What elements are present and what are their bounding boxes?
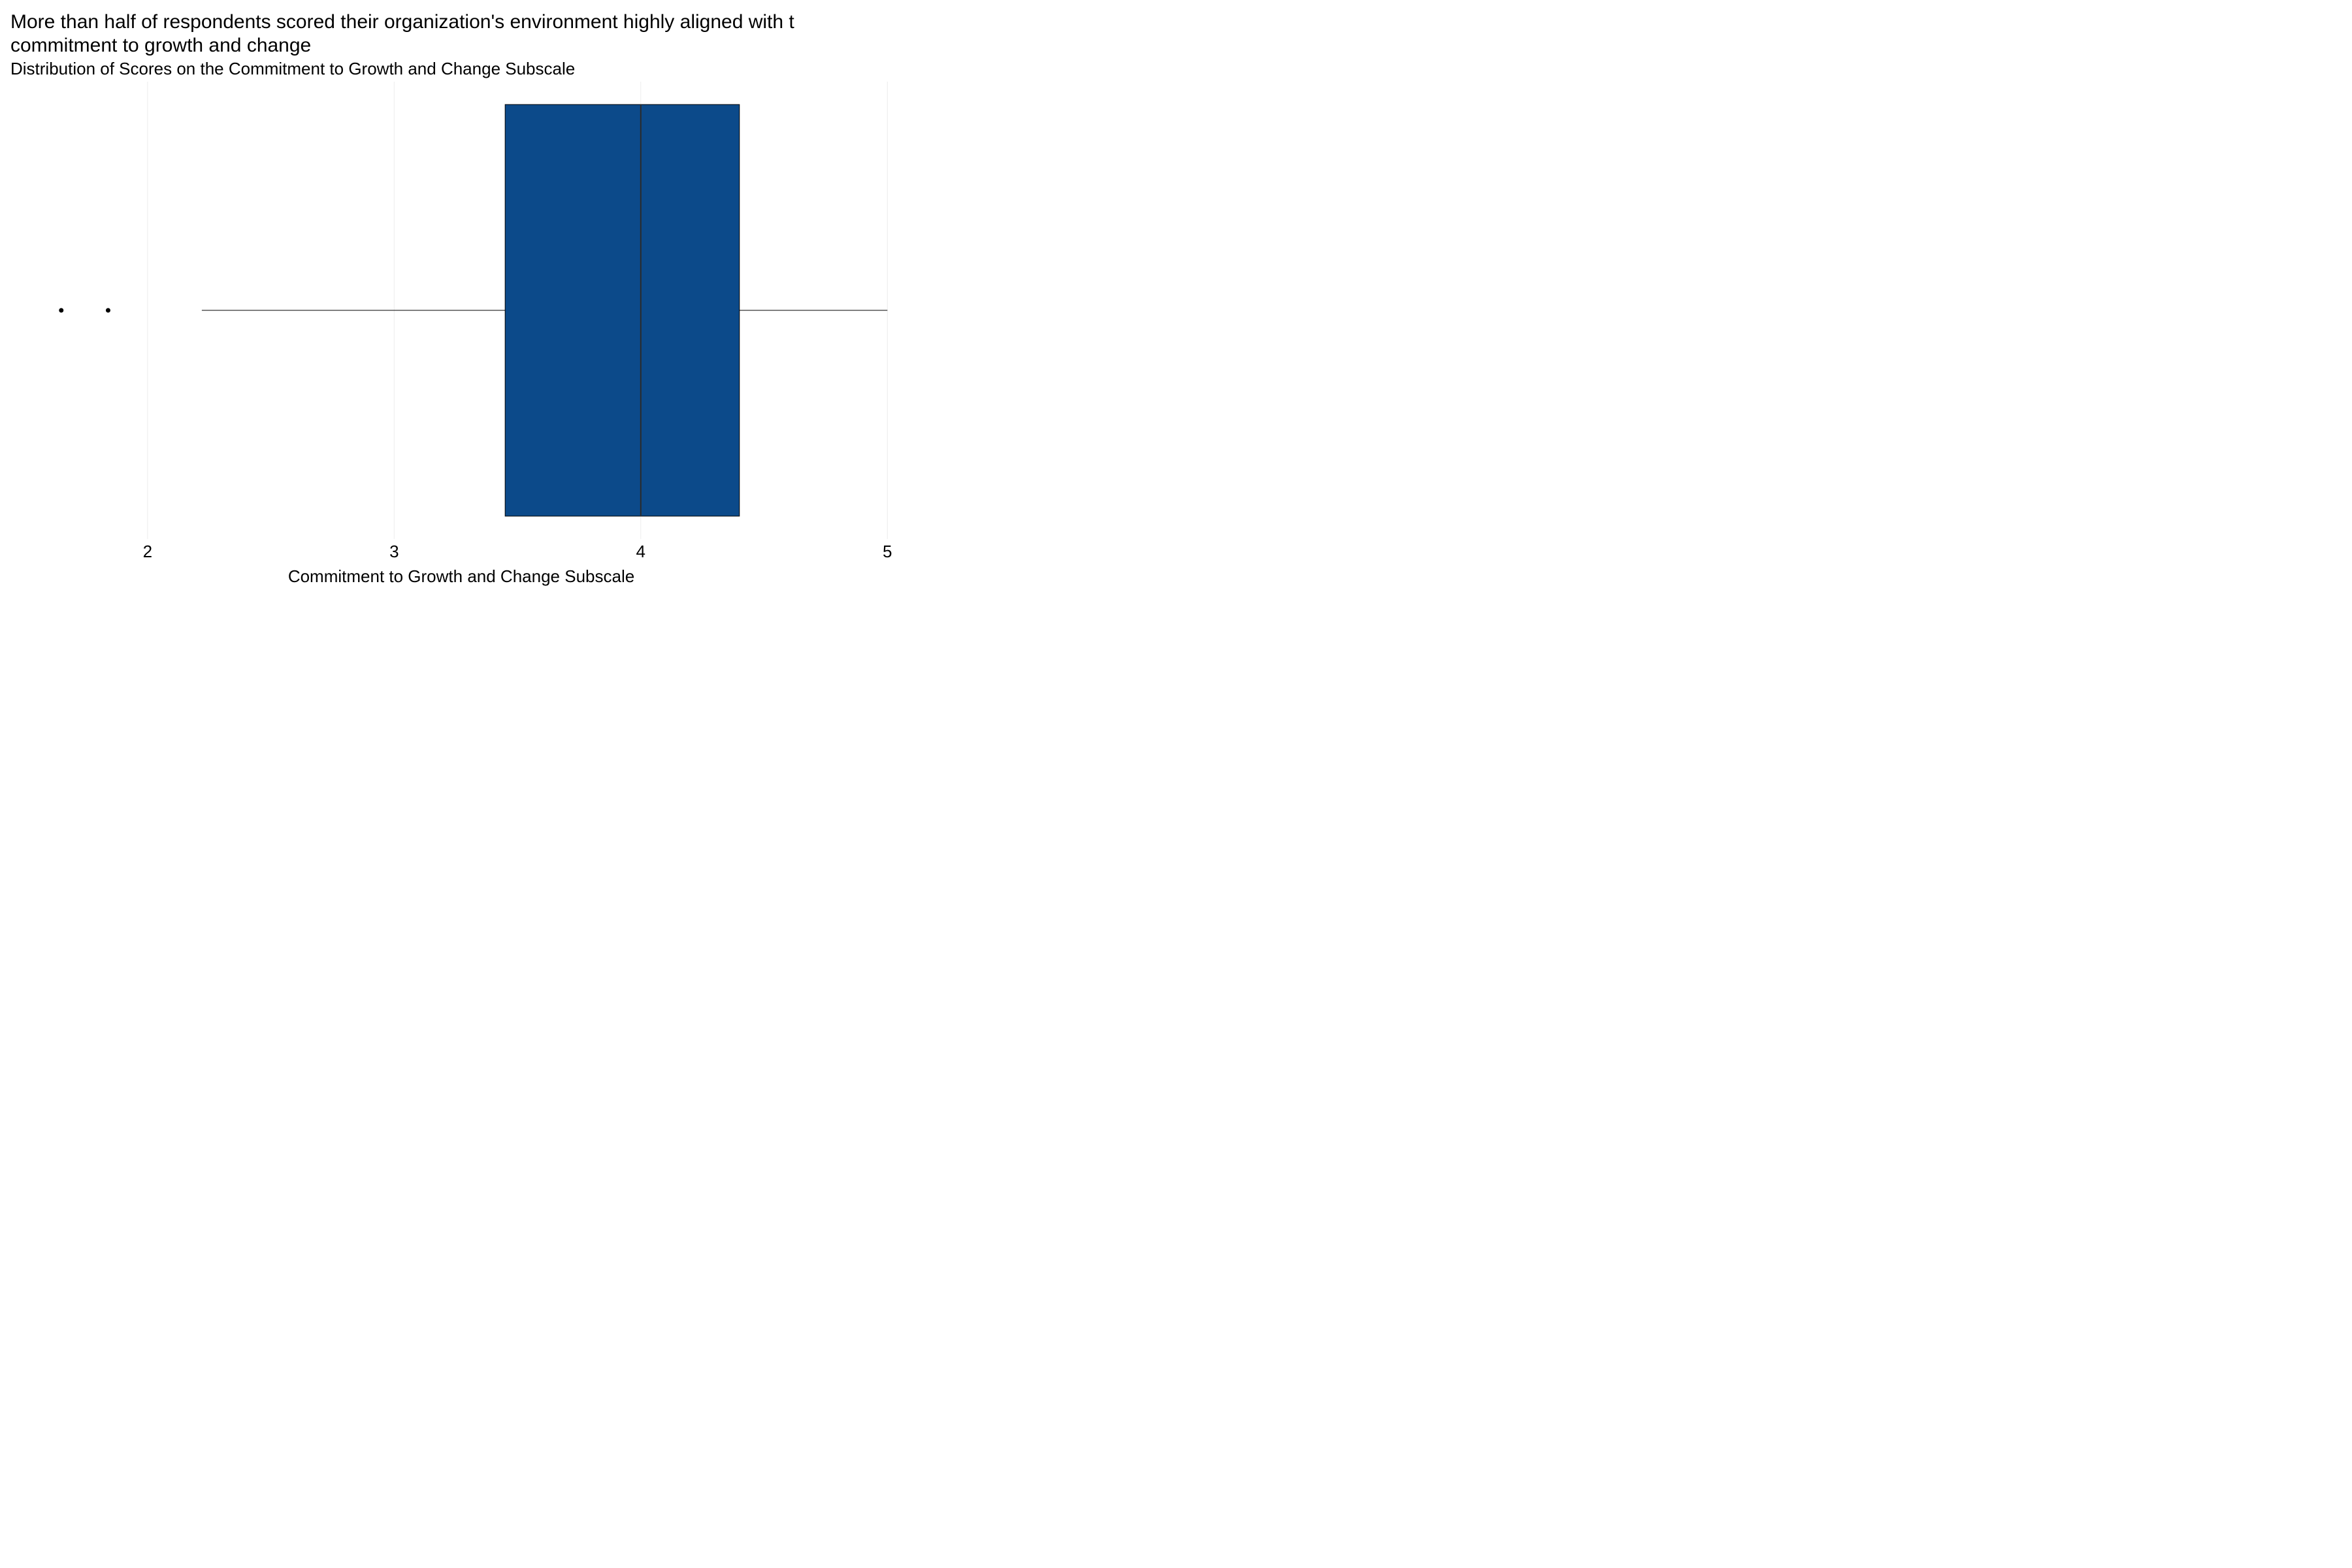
boxplot-chart: 2 3 4 5 Commitment to Growth and Change Subs…: [10, 82, 912, 591]
outlier-point: [106, 308, 110, 313]
x-tick-label: 2: [143, 542, 152, 561]
x-tick-label: 3: [389, 542, 399, 561]
chart-title: More than half of respondents scored the…: [10, 10, 915, 57]
outlier-point: [59, 308, 63, 313]
plot-background: [10, 82, 912, 591]
x-tick-label: 4: [636, 542, 645, 561]
iqr-box: [505, 105, 740, 516]
chart-subtitle: Distribution of Scores on the Commitment…: [10, 59, 915, 79]
title-line-2: commitment to growth and change: [10, 35, 311, 56]
x-axis-title: Commitment to Growth and Change Subscale: [288, 566, 634, 586]
title-line-1: More than half of respondents scored the…: [10, 11, 794, 33]
x-tick-label: 5: [883, 542, 892, 561]
